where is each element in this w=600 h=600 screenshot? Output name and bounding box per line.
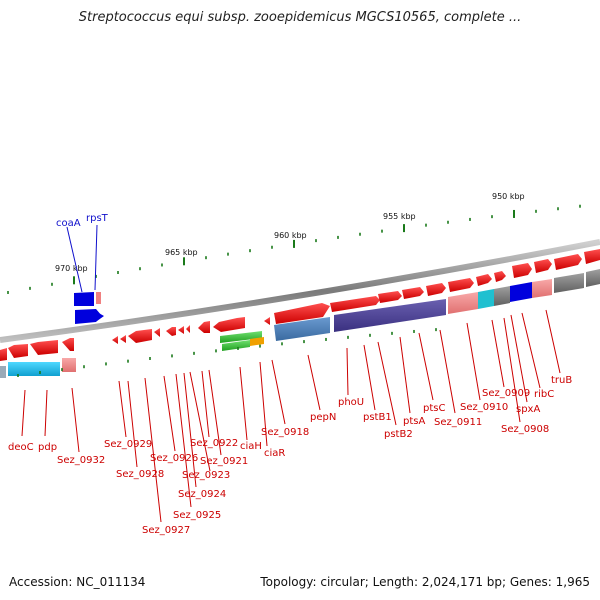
label-leader-lines: [21, 309, 561, 523]
inner-ticks: [17, 328, 437, 378]
band-grey-3: [586, 269, 600, 287]
label-rpsT[interactable]: rpsT: [86, 213, 109, 224]
gene-pdp[interactable]: [30, 340, 58, 355]
label-sez0909[interactable]: Sez_0909: [482, 388, 530, 399]
scale-label-960: 960 kbp: [274, 231, 307, 240]
label-coaA[interactable]: coaA: [56, 218, 81, 229]
scale-label-970: 970 kbp: [55, 264, 88, 273]
blue-leader-lines: [66, 224, 98, 293]
scale-label-965: 965 kbp: [165, 248, 198, 257]
gene-sez0910[interactable]: [494, 271, 506, 282]
gene-deoC[interactable]: [8, 344, 28, 358]
gene-sez0909[interactable]: [512, 263, 532, 278]
gene-spxA[interactable]: [554, 254, 582, 270]
accession-text: Accession: NC_011134: [9, 575, 146, 589]
gene-sez0926[interactable]: [154, 328, 160, 337]
label-ciaR[interactable]: ciaR: [264, 448, 285, 459]
gene-coaA[interactable]: [74, 292, 94, 306]
scale-label-955: 955 kbp: [383, 212, 416, 221]
gene-sez0923[interactable]: [186, 325, 190, 333]
gene-phoU[interactable]: [330, 296, 380, 312]
gene-sez0922[interactable]: [198, 321, 210, 333]
label-sez0922[interactable]: Sez_0922: [190, 438, 238, 449]
scale-ticks: [7, 204, 581, 294]
forward-strand-genes: [74, 249, 600, 332]
gene-sez0928[interactable]: [120, 335, 126, 343]
gene-sez0929[interactable]: [112, 336, 118, 344]
label-truB[interactable]: truB: [551, 375, 572, 386]
gene-sez0927[interactable]: [128, 329, 152, 343]
label-sez0910[interactable]: Sez_0910: [460, 402, 508, 413]
label-sez0927[interactable]: Sez_0927: [142, 525, 190, 536]
label-sez0923[interactable]: Sez_0923: [182, 470, 230, 481]
scale-label-950: 950 kbp: [492, 192, 525, 201]
gene-pstB2[interactable]: [402, 287, 424, 299]
band-blue-dark: [510, 282, 532, 302]
label-sez0911[interactable]: Sez_0911: [434, 417, 482, 428]
label-pepN[interactable]: pepN: [310, 412, 336, 423]
band-green: [220, 331, 262, 343]
label-sez0926[interactable]: Sez_0926: [150, 453, 198, 464]
label-ribC[interactable]: ribC: [534, 389, 554, 400]
label-sez0932[interactable]: Sez_0932: [57, 455, 105, 466]
label-sez0918[interactable]: Sez_0918: [261, 427, 309, 438]
label-sez0929[interactable]: Sez_0929: [104, 439, 152, 450]
label-pdp[interactable]: pdp: [38, 442, 57, 453]
gene-left-edge[interactable]: [0, 348, 7, 361]
band-grey-1: [494, 286, 510, 306]
gene-pepN[interactable]: [274, 303, 330, 324]
gene-rpsT-arrow[interactable]: [75, 309, 102, 324]
topology-text: Topology: circular; Length: 2,024,171 bp…: [260, 575, 590, 589]
label-sez0928[interactable]: Sez_0928: [116, 469, 164, 480]
block-cyan: [8, 362, 60, 376]
label-spxA[interactable]: spxA: [516, 404, 540, 415]
label-phoU[interactable]: phoU: [338, 397, 364, 408]
gene-ciaH[interactable]: [213, 317, 245, 332]
genome-title: Streptococcus equi subsp. zooepidemicus …: [78, 10, 522, 25]
block-pink-left: [62, 358, 76, 372]
gene-sez0918[interactable]: [264, 317, 270, 325]
reverse-strand-genes: [0, 321, 210, 378]
gene-ptsA[interactable]: [426, 283, 446, 296]
gene-sez0908[interactable]: [534, 259, 552, 273]
band-cyan-small: [478, 289, 494, 309]
gene-rpsT-tip[interactable]: [97, 312, 104, 321]
label-sez0924[interactable]: Sez_0924: [178, 489, 226, 500]
gene-sez0932[interactable]: [62, 338, 74, 351]
block-grey-left: [0, 366, 6, 378]
gene-sez0924[interactable]: [178, 326, 184, 334]
gene-sez0911[interactable]: [476, 274, 492, 286]
gene-rpsT-block[interactable]: [96, 292, 101, 304]
band-orange: [250, 337, 264, 346]
label-ciaH[interactable]: ciaH: [240, 441, 262, 452]
label-deoC[interactable]: deoC: [8, 442, 34, 453]
label-pstB2[interactable]: pstB2: [384, 429, 413, 440]
band-blue: [274, 317, 330, 341]
gene-pstB1[interactable]: [378, 291, 402, 303]
label-sez0925[interactable]: Sez_0925: [173, 510, 221, 521]
band-pink-1: [448, 292, 478, 314]
label-sez0921[interactable]: Sez_0921: [200, 456, 248, 467]
gene-truB[interactable]: [584, 249, 600, 264]
label-pstB1[interactable]: pstB1: [363, 412, 392, 423]
genome-backbone: [0, 239, 600, 343]
label-sez0908[interactable]: Sez_0908: [501, 424, 549, 435]
gene-ptsC[interactable]: [448, 278, 474, 292]
band-green-2: [222, 340, 250, 351]
band-grey-2: [554, 273, 584, 293]
label-ptsA[interactable]: ptsA: [403, 416, 425, 427]
band-purple: [334, 299, 446, 332]
band-pink-2: [532, 279, 552, 298]
annotation-bands: [75, 269, 600, 351]
gene-sez0925[interactable]: [166, 327, 176, 336]
label-ptsC[interactable]: ptsC: [423, 403, 445, 414]
